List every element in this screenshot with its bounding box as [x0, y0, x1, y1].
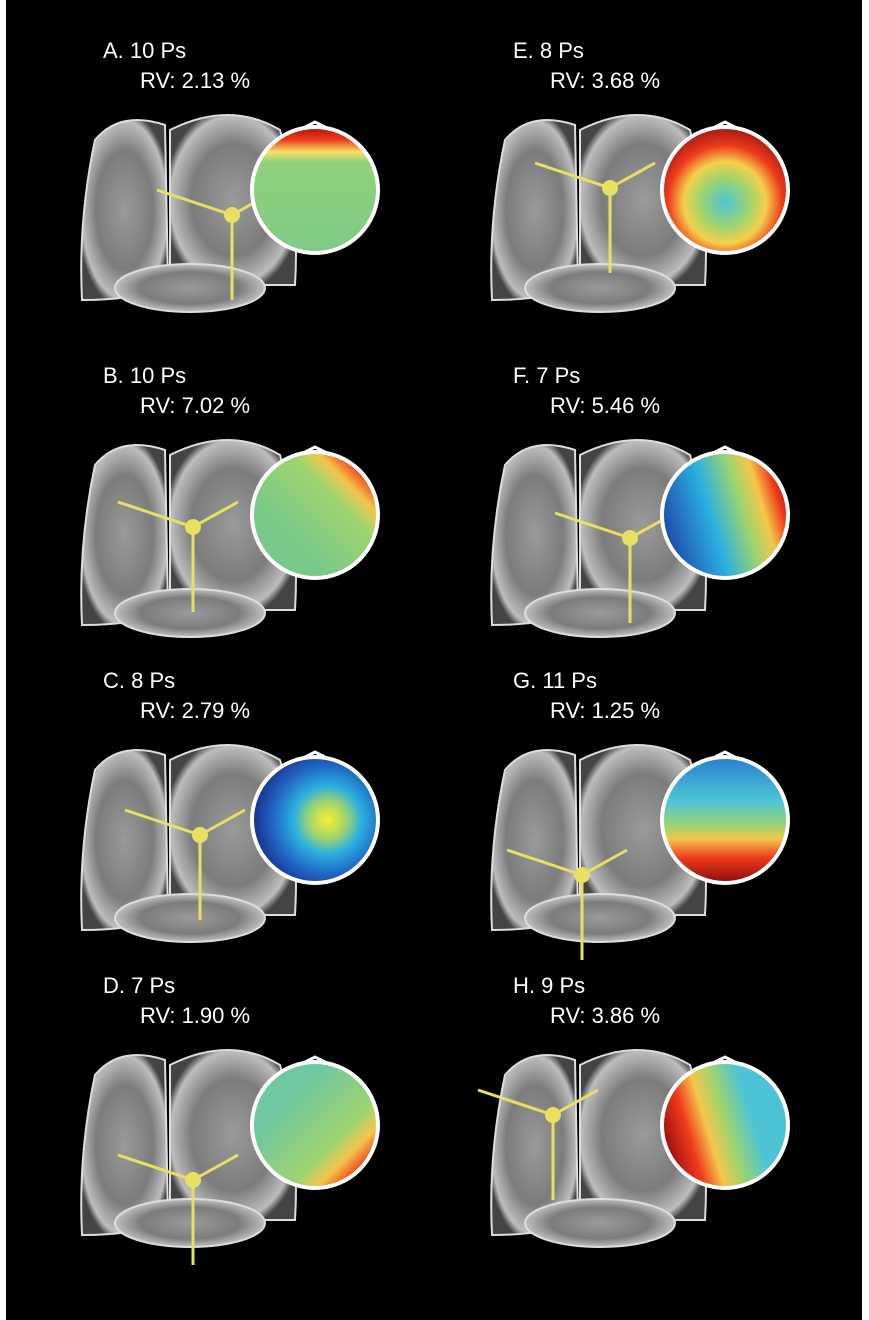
residual-variance: RV: 5.46 % — [550, 393, 660, 418]
page: A. 10 Ps RV: 2.13 % B. 10 Ps RV: 7.02 % C. 8… — [0, 0, 869, 1320]
panel-label: F. 7 Ps — [513, 363, 580, 388]
panel-label: G. 11 Ps — [513, 668, 597, 693]
panel-label: E. 8 Ps — [513, 38, 584, 63]
dipole — [602, 180, 618, 196]
axial-slice — [525, 589, 675, 637]
topomap — [252, 452, 378, 578]
residual-variance: RV: 1.25 % — [550, 698, 660, 723]
topomap — [252, 1062, 378, 1188]
panel-label: B. 10 Ps — [103, 363, 186, 388]
residual-variance: RV: 2.13 % — [140, 68, 250, 93]
axial-slice — [115, 589, 265, 637]
residual-variance: RV: 3.86 % — [550, 1003, 660, 1028]
axial-slice — [525, 1199, 675, 1247]
residual-variance: RV: 3.68 % — [550, 68, 660, 93]
panel-label: C. 8 Ps — [103, 668, 175, 693]
residual-variance: RV: 2.79 % — [140, 698, 250, 723]
panel-label: D. 7 Ps — [103, 973, 175, 998]
dipole — [224, 207, 240, 223]
topomap — [662, 127, 788, 253]
dipole — [185, 1172, 201, 1188]
dipole — [622, 530, 638, 546]
topomap — [252, 127, 378, 253]
axial-slice — [115, 894, 265, 942]
topomap — [252, 757, 378, 883]
axial-slice — [115, 264, 265, 312]
axial-slice — [115, 1199, 265, 1247]
axial-slice — [525, 894, 675, 942]
panel-label: H. 9 Ps — [513, 973, 585, 998]
panel-label: A. 10 Ps — [103, 38, 186, 63]
dipole — [185, 519, 201, 535]
residual-variance: RV: 7.02 % — [140, 393, 250, 418]
dipole — [192, 827, 208, 843]
topomap — [662, 452, 788, 578]
figure: A. 10 Ps RV: 2.13 % B. 10 Ps RV: 7.02 % C. 8… — [0, 0, 869, 1320]
dipole — [574, 867, 590, 883]
dipole — [545, 1107, 561, 1123]
axial-slice — [525, 264, 675, 312]
topomap — [662, 1062, 788, 1188]
residual-variance: RV: 1.90 % — [140, 1003, 250, 1028]
topomap — [662, 757, 788, 883]
